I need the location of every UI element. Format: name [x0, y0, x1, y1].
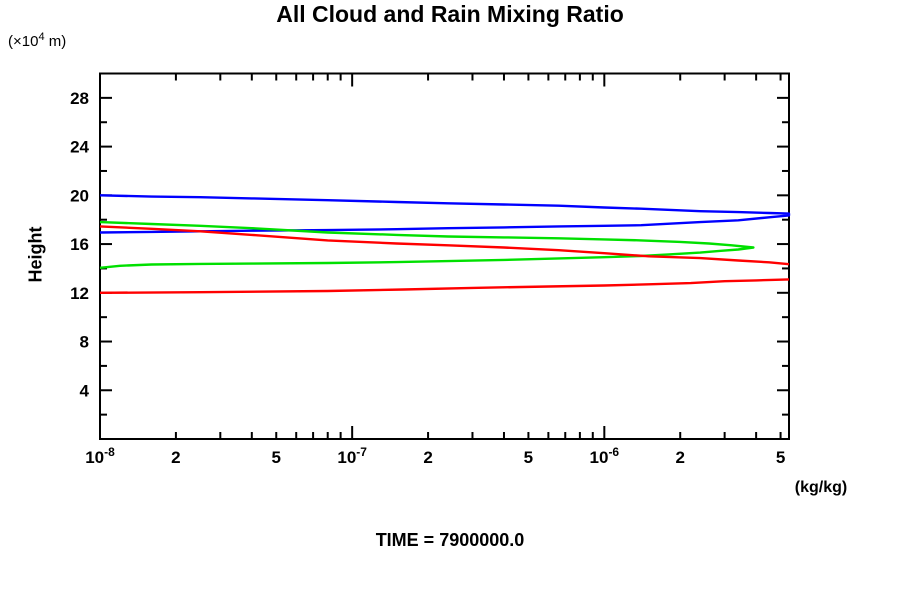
y-axis-unit-exponent: 4 [38, 31, 45, 43]
y-tick-label: 28 [70, 89, 89, 108]
x-tick-label: 5 [776, 448, 785, 467]
y-axis-unit-suffix: m) [44, 33, 67, 50]
chart-title: All Cloud and Rain Mixing Ratio [276, 1, 624, 27]
x-tick-label: 2 [423, 448, 432, 467]
y-axis-unit-label: (×104 m) [8, 31, 66, 50]
x-tick-label: 5 [272, 448, 281, 467]
y-tick-label: 16 [70, 235, 89, 254]
x-tick-label: 2 [675, 448, 684, 467]
y-tick-label: 20 [70, 186, 89, 205]
x-tick-label: 10-7 [337, 445, 367, 467]
red-mixing-ratio-lower-line [99, 278, 790, 294]
x-tick-label: 5 [524, 448, 533, 467]
red-mixing-ratio-upper-line [99, 225, 790, 266]
x-axis-unit-label: (kg/kg) [794, 479, 848, 496]
green-mixing-ratio-loop-line [99, 220, 755, 269]
blue-mixing-ratio-loop-line [99, 194, 791, 234]
x-tick-label: 10-6 [590, 445, 620, 467]
y-tick-label: 8 [80, 333, 89, 352]
y-tick-label: 4 [80, 381, 90, 400]
x-tick-label: 2 [171, 448, 180, 467]
time-annotation: TIME = 7900000.0 [375, 530, 525, 550]
y-axis-unit-prefix: (×10 [8, 33, 39, 50]
y-tick-label: 24 [70, 138, 89, 157]
plot-frame [99, 72, 790, 440]
x-tick-label: 10-8 [85, 445, 115, 467]
y-tick-label: 12 [70, 284, 89, 303]
